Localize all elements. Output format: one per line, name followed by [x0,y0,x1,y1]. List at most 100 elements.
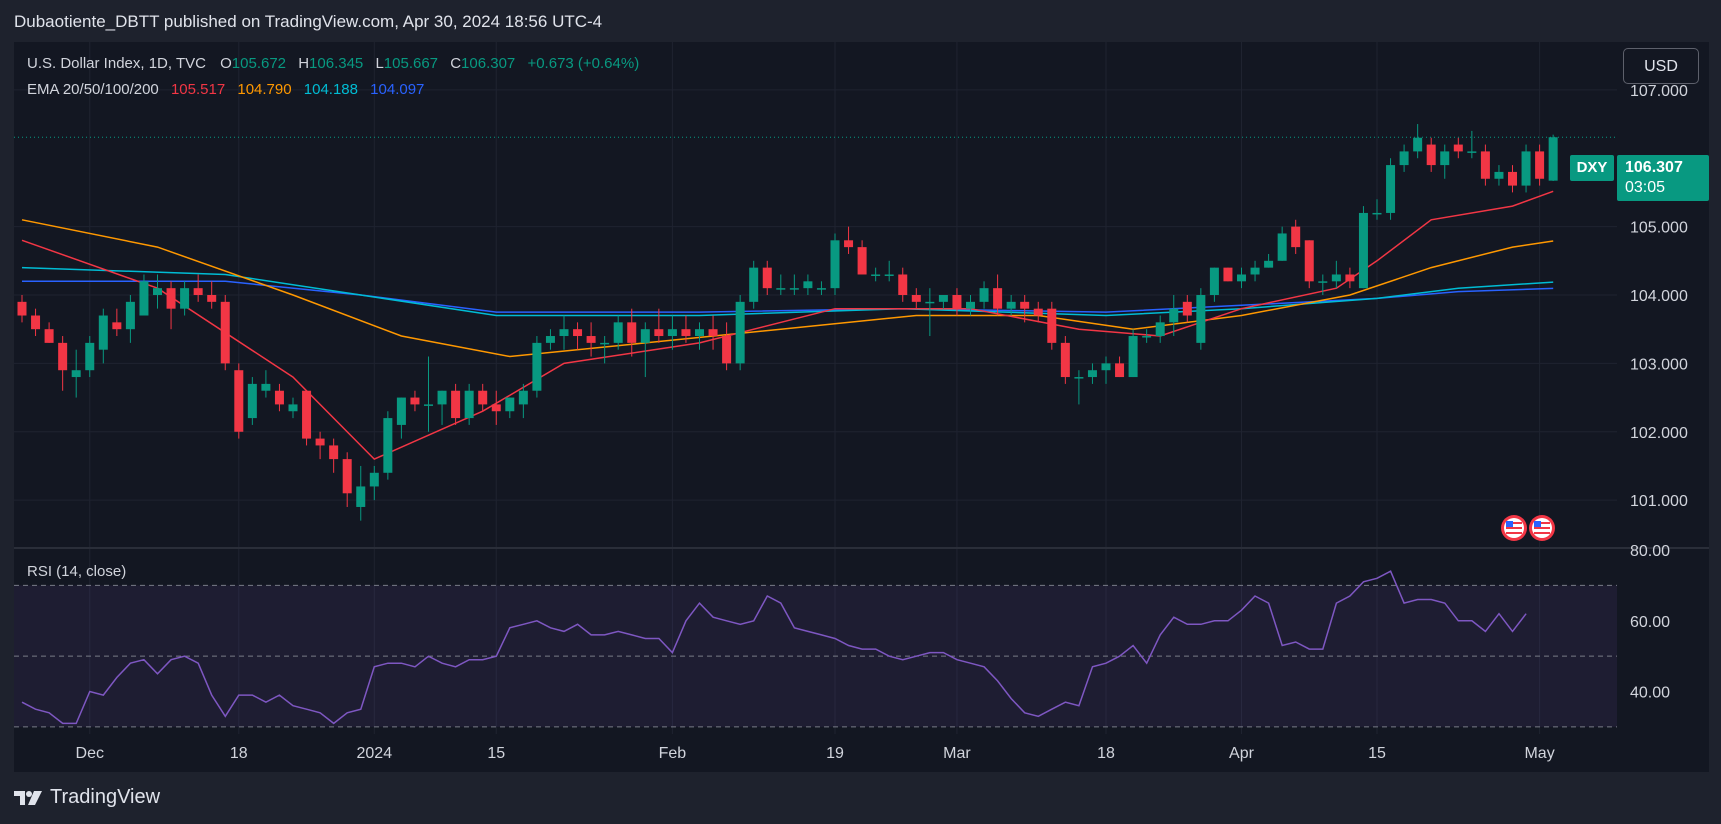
price-tick-label: 101.000 [1630,493,1688,510]
candle-body [125,301,135,330]
price-axis[interactable]: 107.000 105.000 104.000 103.000 102.000 101.0… [1630,83,1688,510]
flag-icons[interactable] [1501,515,1555,541]
candle-body [98,315,108,350]
candle-body [654,329,664,337]
candle [789,274,799,295]
candle-body [424,404,433,406]
candle-body [722,336,732,364]
candle [1480,144,1490,186]
candle-body [667,329,677,337]
candle [396,397,406,439]
candle [762,260,772,295]
candle-body [1426,144,1436,166]
candle [1318,274,1328,295]
candle [1155,315,1165,343]
candle-body [302,390,312,439]
candle-body [288,404,298,412]
candle [1358,206,1368,289]
candle-body [247,383,257,419]
rsi-tick-label: 40.00 [1630,685,1670,702]
time-tick-label: Apr [1229,745,1255,762]
candle [1087,363,1097,384]
candle [112,308,122,337]
symbol-tag: DXY [1570,155,1614,181]
candle-body [1535,151,1545,179]
candle-body [274,390,284,405]
candle [1047,301,1057,350]
candle-body [1223,267,1233,282]
candle [410,390,420,412]
candle [491,390,501,425]
tradingview-logo[interactable]: TradingView [14,786,160,809]
candle [329,438,339,473]
candle [1250,260,1260,282]
candle [1128,329,1138,378]
candle [952,288,962,316]
candle-body [681,329,691,337]
candle [288,397,298,419]
candle [44,322,54,343]
candle [1548,134,1558,182]
candle-body [911,295,921,302]
candle [166,281,176,330]
close-value: 106.307 [461,55,516,72]
candle [17,295,27,323]
candle-body [139,281,149,316]
rsi-axis[interactable]: 80.00 60.00 40.00 [1630,543,1670,702]
candle [342,452,352,507]
candle [1074,370,1084,405]
us-flag-icon [1501,515,1527,541]
candle-body [979,288,989,302]
candle [1277,226,1287,261]
candle-body [437,390,447,405]
candle-body [925,301,935,304]
time-tick-label: May [1524,745,1554,762]
candle-body [1413,137,1423,152]
candle [180,281,190,316]
candle-body [153,288,162,295]
candle [302,390,312,446]
candle [1440,144,1450,179]
candle-body [58,342,68,371]
last-price-value: 106.307 [1625,159,1683,176]
candle [600,336,610,364]
candle [844,226,854,254]
rsi-label[interactable]: RSI (14, close) [27,563,127,580]
candle [1535,144,1545,186]
candle-body [1480,151,1490,179]
candle-body [1169,308,1179,323]
candle-body [898,274,908,295]
ema-legend[interactable]: EMA 20/50/100/200 105.517 104.790 104.18… [27,81,426,98]
symbol-title[interactable]: U.S. Dollar Index, 1D, TVC [27,55,206,72]
candle [125,295,135,343]
candle [559,315,569,350]
high-value: 106.345 [309,55,364,72]
candle-body [1440,151,1450,166]
candle [518,383,528,419]
price-tick-label: 107.000 [1630,83,1688,100]
candle-body [166,288,176,309]
candle-body [1331,274,1341,282]
candle [71,349,81,398]
time-tick-label: 15 [1368,745,1386,762]
ema-label[interactable]: EMA 20/50/100/200 [27,81,159,98]
candle-body [356,486,366,507]
price-tick-label: 104.000 [1630,288,1688,305]
candle [1264,253,1274,268]
candles [17,124,1558,521]
candle [803,274,813,295]
candle [735,295,745,371]
candle [1345,267,1355,289]
candle-body [180,288,190,309]
candle-body [952,295,962,309]
open-value: 105.672 [231,55,287,72]
candle-body [44,329,54,343]
candle [451,383,461,425]
candle [1399,144,1409,172]
time-tick-label: 15 [487,745,505,762]
currency-button[interactable]: USD [1623,48,1699,84]
ohlc-legend[interactable]: U.S. Dollar Index, 1D, TVC O105.672 H106… [27,55,641,72]
time-axis[interactable]: Dec 18 2024 15 Feb 19 Mar 18 Apr 15 May [76,745,1555,762]
candle [776,274,786,295]
